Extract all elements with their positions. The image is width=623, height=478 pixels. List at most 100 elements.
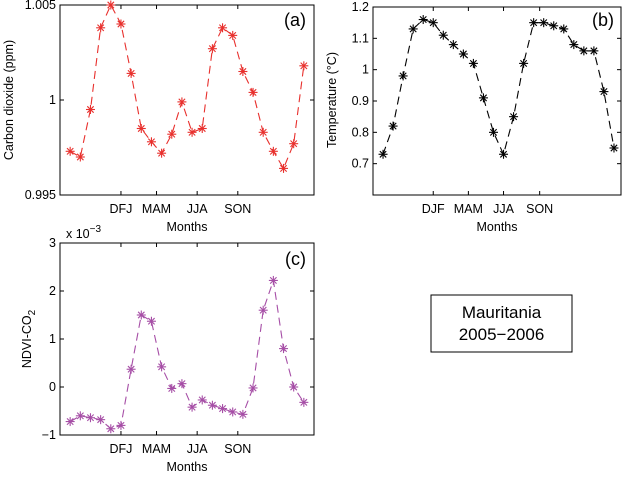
panel-a-data-point [126, 68, 136, 78]
panel-c-data-point [268, 275, 278, 285]
panel-c-data-point [167, 383, 177, 393]
panel-c-xtick-label: MAM [142, 442, 171, 456]
panel-b-data-point-stroke [439, 31, 447, 39]
panel-a-data-point-stroke [117, 20, 125, 28]
panel-b-data-point [569, 40, 579, 50]
panel-c-ytick-label: 3 [49, 236, 56, 250]
panel-c-data-point [207, 400, 217, 410]
panel-c-data-point [116, 420, 126, 430]
panel-a-data-point [238, 67, 248, 76]
panel-a-data-point-stroke [249, 88, 257, 96]
panel-a-data-point-stroke [168, 130, 176, 138]
panel-a-data-point [96, 23, 106, 33]
panel-b-data-point-stroke [419, 15, 427, 24]
panel-a-data-point-stroke [86, 105, 95, 114]
panel-a-data-point [279, 163, 289, 173]
panel-c-data-point-stroke [158, 363, 166, 371]
panel-c-data-point [126, 364, 136, 374]
panel-a-series [65, 0, 309, 173]
panel-c-exponent-base: x 10 [66, 227, 90, 241]
panel-c-data-point [136, 310, 146, 320]
panel-b-data-point-stroke [580, 47, 588, 55]
panel-a-data-point [187, 127, 197, 137]
panel-c-data-point-stroke [249, 384, 257, 392]
panel-b-data-point [468, 58, 478, 68]
panel-b-data-point [378, 149, 388, 159]
panel-c-data-point [238, 409, 248, 419]
panel-c-frame [59, 242, 315, 436]
panel-b-data-point-stroke [600, 88, 608, 96]
panel-b-data-point [549, 21, 559, 31]
panel-c-data-point [258, 305, 268, 315]
panel-a-data-point-stroke [188, 128, 196, 136]
panel-c-data-point-stroke [279, 345, 288, 353]
panel-b-data-point-stroke [570, 41, 578, 49]
region-name: Mauritania [462, 303, 542, 322]
panel-c-xlabel: Months [167, 460, 208, 474]
panel-a-data-point-stroke [218, 24, 227, 32]
panel-b-data-point [478, 93, 488, 103]
panel-a-label: (a) [284, 10, 306, 30]
panel-b-data-point-stroke [590, 47, 598, 55]
region-period: 2005−2006 [459, 325, 545, 344]
panel-c-data-point-stroke [259, 306, 267, 314]
panel-b-data-point-stroke [449, 41, 457, 49]
panel-a-data-point-stroke [137, 124, 145, 133]
panel-b-data-point [579, 46, 589, 56]
panel-c-exponent-power: −3 [90, 224, 102, 235]
panel-b: 0.7 0.8 0.9 1 1.1 1.2 DJF MAM JJA SON (b) Tempera… [325, 0, 622, 234]
panel-a-data-point-stroke [127, 69, 135, 77]
panel-a-data-point-stroke [76, 153, 84, 161]
panel-c-ylabel: NDVI-CO2 [20, 309, 38, 368]
panel-a-data-point-stroke [198, 124, 206, 133]
panel-c-data-point-stroke [168, 384, 176, 393]
panel-a-data-point [218, 23, 228, 33]
panel-a: 0.995 1 1.005 DFJ MAM JJA SON (a) Carbon dioxi… [2, 0, 315, 234]
panel-a-ytick-label: 1 [49, 93, 56, 107]
panel-a-data-point-stroke [158, 149, 166, 157]
panel-a-data-point [75, 152, 85, 162]
panel-c-data-point-stroke [198, 396, 206, 404]
panel-c-data-point [177, 379, 187, 389]
panel-c-data-point [75, 411, 85, 421]
panel-b-data-point [499, 149, 509, 159]
panel-b-ylabel: Temperature (°C) [325, 52, 339, 148]
panel-a-data-point [289, 139, 299, 149]
panel-a-data-point-stroke [147, 138, 156, 146]
panel-c-data-point-stroke [208, 401, 216, 409]
panel-b-data-point [438, 30, 448, 40]
panel-a-data-point-stroke [290, 140, 298, 148]
panel-a-frame [59, 4, 315, 196]
panel-a-xlabel: Months [167, 220, 208, 234]
panel-a-data-point [136, 124, 146, 133]
panel-b-xtick-label: MAM [454, 202, 483, 216]
panel-c-exponent: x 10−3 [66, 224, 101, 241]
panel-c-data-point [248, 383, 258, 393]
panel-a-data-point [157, 148, 167, 158]
panel-c-ytick-label: 0 [49, 380, 56, 394]
panel-b-ytick-label: 0.9 [352, 94, 369, 108]
panel-c-ticks: −1 0 1 2 3 DFJ MAM JJA SON [42, 236, 314, 456]
panel-a-data-point-stroke [269, 147, 277, 155]
panel-a-data-point-stroke [229, 31, 237, 39]
panel-b-data-point-stroke [509, 113, 518, 121]
panel-a-xtick-label: JJA [187, 202, 209, 216]
panel-b-data-point [398, 71, 408, 81]
panel-a-data-point-stroke [208, 45, 216, 53]
panel-a-data-point [65, 146, 75, 156]
panel-c-data-point [106, 424, 116, 434]
panel-c-data-point-stroke [76, 412, 84, 420]
panel-a-ylabel: Carbon dioxide (ppm) [2, 40, 16, 160]
panel-b-ytick-label: 0.7 [352, 157, 369, 171]
panel-a-data-point [167, 129, 177, 139]
panel-c-series [65, 275, 309, 434]
panel-c-ytick-label: −1 [42, 428, 56, 442]
panel-c-data-point [279, 344, 289, 354]
panel-c-data-point-stroke [147, 317, 156, 325]
panel-a-data-point [146, 137, 156, 147]
panel-c-ylabel-sub: 2 [27, 309, 38, 315]
panel-c-data-point-stroke [229, 408, 237, 416]
panel-b-data-point-stroke [389, 122, 397, 130]
panel-b-label: (b) [592, 10, 614, 30]
panel-b-data-point-stroke [499, 150, 508, 158]
